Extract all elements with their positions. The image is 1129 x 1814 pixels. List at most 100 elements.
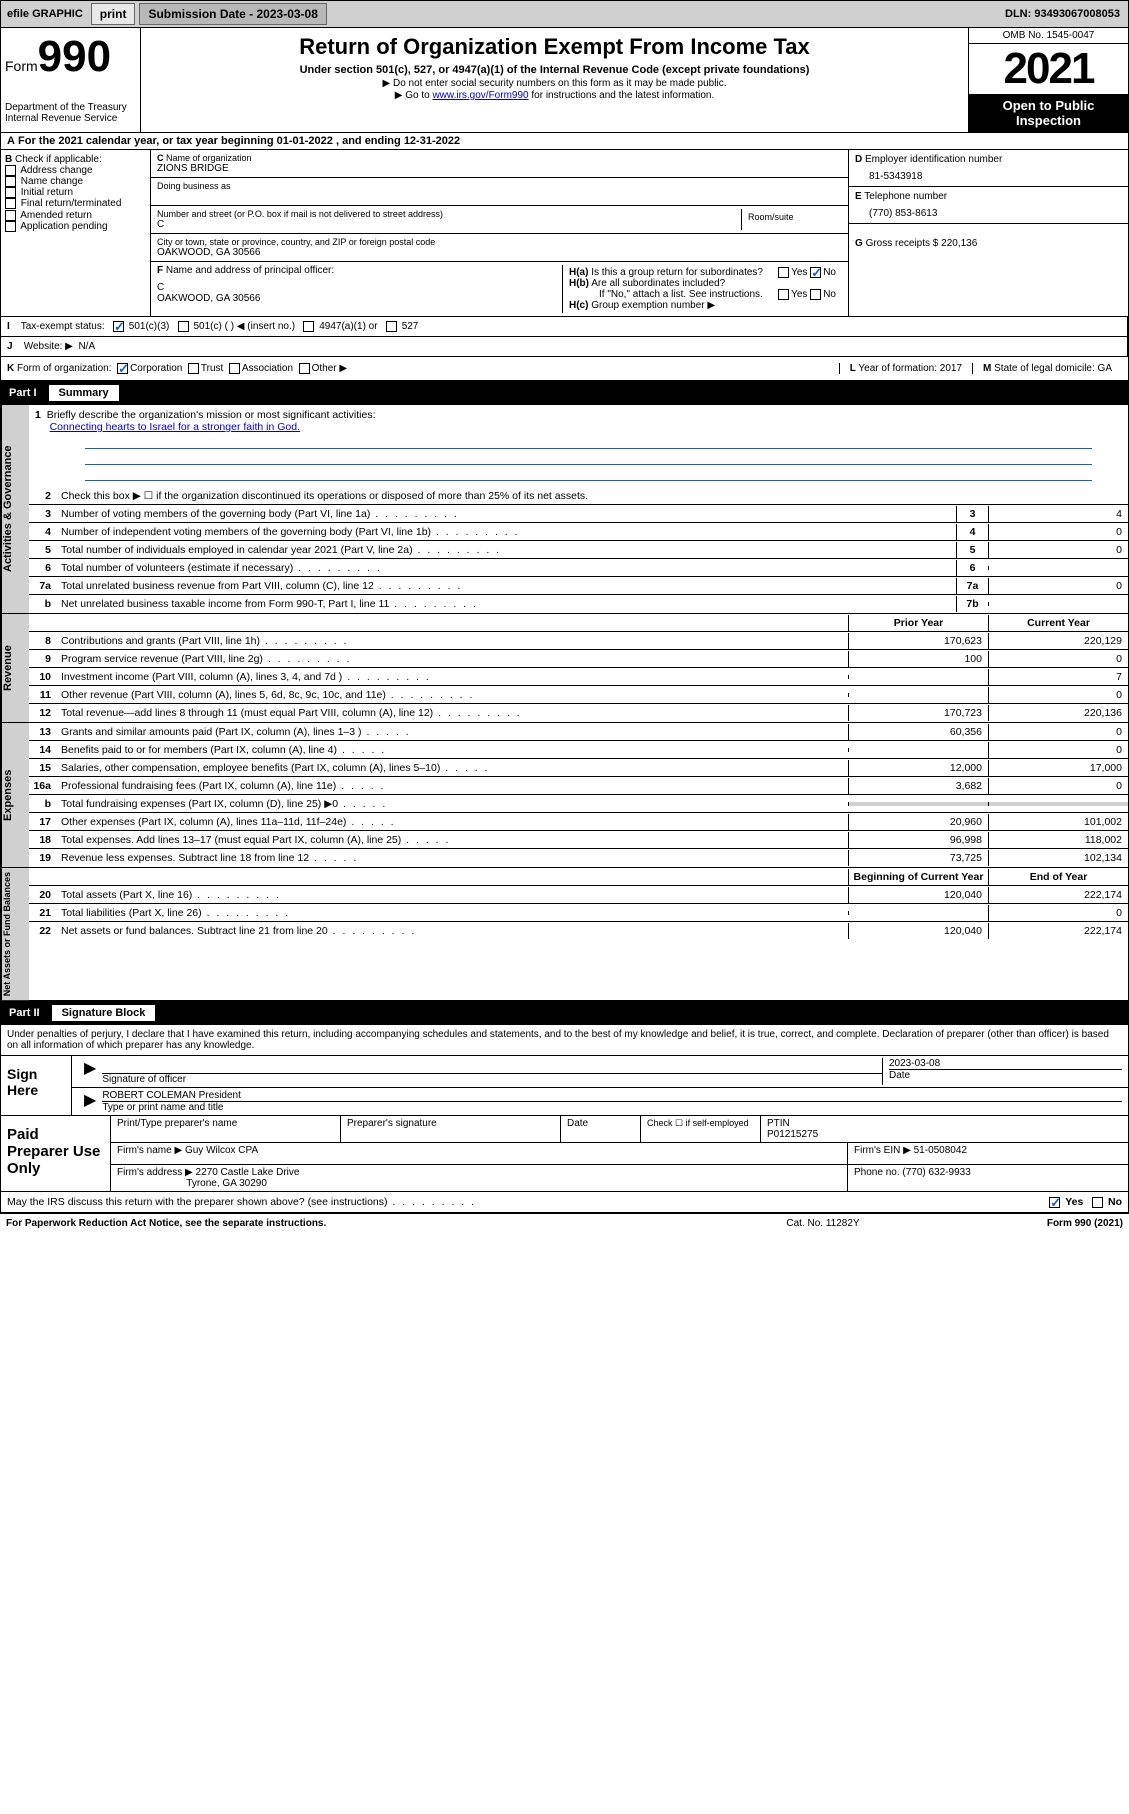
ein-label: Employer identification number — [865, 154, 1002, 165]
summary-line: 13Grants and similar amounts paid (Part … — [29, 723, 1128, 741]
check-other[interactable] — [299, 363, 310, 374]
summary-line: 22Net assets or fund balances. Subtract … — [29, 922, 1128, 940]
city-label: City or town, state or province, country… — [157, 237, 842, 247]
section-activities-governance: Activities & Governance 1 Briefly descri… — [0, 405, 1129, 614]
part1-num: Part I — [9, 387, 37, 399]
part2-num: Part II — [9, 1007, 40, 1019]
open-public-badge: Open to Public Inspection — [969, 94, 1128, 132]
revenue-col-headers: Prior Year Current Year — [29, 614, 1128, 632]
mission-text[interactable]: Connecting hearts to Israel for a strong… — [50, 421, 300, 433]
summary-line: 12Total revenue—add lines 8 through 11 (… — [29, 704, 1128, 722]
tax-status-label: Tax-exempt status: — [21, 321, 105, 332]
sig-date-value: 2023-03-08 — [889, 1058, 1122, 1069]
mission-underline — [85, 467, 1092, 481]
hc-label: Group exemption number ▶ — [591, 300, 715, 311]
check-assoc[interactable] — [229, 363, 240, 374]
year-formation-label: Year of formation: — [858, 363, 937, 374]
footer-paperwork: For Paperwork Reduction Act Notice, see … — [6, 1218, 723, 1229]
summary-line: bTotal fundraising expenses (Part IX, co… — [29, 795, 1128, 813]
col-c-orginfo: C Name of organization ZIONS BRIDGE Doin… — [151, 150, 848, 316]
dln-label: DLN: — [1005, 8, 1031, 20]
org-city: OAKWOOD, GA 30566 — [157, 247, 842, 258]
instructions-link[interactable]: www.irs.gov/Form990 — [432, 90, 528, 101]
summary-line: 18Total expenses. Add lines 13–17 (must … — [29, 831, 1128, 849]
check-app-pending[interactable] — [5, 221, 16, 232]
hb-label: Are all subordinates included? — [591, 278, 725, 289]
mission-label: Briefly describe the organization's miss… — [47, 409, 376, 421]
form-prefix: Form — [5, 58, 38, 74]
print-button[interactable]: print — [91, 3, 136, 25]
room-label: Room/suite — [748, 212, 836, 222]
part1-header: Part I Summary — [0, 381, 1129, 405]
hb-yes[interactable] — [778, 289, 789, 300]
row-k-formorg: K Form of organization: Corporation Trus… — [0, 357, 1129, 381]
may-irs-yes[interactable] — [1049, 1197, 1060, 1208]
ha-no[interactable] — [810, 267, 821, 278]
org-name: ZIONS BRIDGE — [157, 163, 842, 174]
omb-number: OMB No. 1545-0047 — [969, 28, 1128, 44]
entity-info-block: B Check if applicable: Address change Na… — [0, 150, 1129, 317]
officer-name-typed: ROBERT COLEMAN President — [102, 1090, 1122, 1102]
summary-line: 6Total number of volunteers (estimate if… — [29, 559, 1128, 577]
website-value: N/A — [78, 341, 95, 352]
summary-line: 19Revenue less expenses. Subtract line 1… — [29, 849, 1128, 867]
website-label: Website: ▶ — [24, 341, 73, 352]
section-a-taxyear: A For the 2021 calendar year, or tax yea… — [0, 133, 1129, 150]
current-year-header: Current Year — [988, 615, 1128, 631]
subdate-label: Submission Date - — [148, 7, 253, 21]
tax-year: 2021 — [969, 44, 1128, 94]
dln-value: 93493067008053 — [1034, 8, 1120, 20]
check-corp[interactable] — [117, 363, 128, 374]
prep-date-header: Date — [561, 1116, 641, 1142]
submission-date-box: Submission Date - 2023-03-08 — [139, 3, 326, 25]
gross-label: Gross receipts $ — [866, 238, 939, 249]
check-501c[interactable] — [178, 321, 189, 332]
firm-addr-label: Firm's address ▶ — [117, 1167, 193, 1178]
top-toolbar: efile GRAPHIC print Submission Date - 20… — [0, 0, 1129, 28]
tel-value: (770) 853-8613 — [855, 202, 1122, 219]
vtab-revenue: Revenue — [1, 614, 29, 722]
firm-addr1: 2270 Castle Lake Drive — [196, 1167, 300, 1178]
mission-block: 1 Briefly describe the organization's mi… — [29, 405, 1128, 487]
summary-line: 17Other expenses (Part IX, column (A), l… — [29, 813, 1128, 831]
mission-underline — [85, 435, 1092, 449]
check-trust[interactable] — [188, 363, 199, 374]
hb-no[interactable] — [810, 289, 821, 300]
irs-label: Internal Revenue Service — [5, 113, 136, 124]
check-4947[interactable] — [303, 321, 314, 332]
col-b-checkboxes: B Check if applicable: Address change Na… — [1, 150, 151, 316]
footer-formref: Form 990 (2021) — [923, 1218, 1123, 1229]
arrow-icon: ▶ — [78, 1058, 102, 1085]
check-amended[interactable] — [5, 210, 16, 221]
check-name-change[interactable] — [5, 176, 16, 187]
officer-sig-label: Signature of officer — [102, 1074, 882, 1085]
header-right: OMB No. 1545-0047 2021 Open to Public In… — [968, 28, 1128, 132]
ha-yes[interactable] — [778, 267, 789, 278]
footer-catno: Cat. No. 11282Y — [723, 1218, 923, 1229]
prep-selfemployed: Check ☐ if self-employed — [641, 1116, 761, 1142]
ein-value: 81-5343918 — [855, 165, 1122, 182]
check-final-return[interactable] — [5, 198, 16, 209]
summary-line: 2Check this box ▶ ☐ if the organization … — [29, 487, 1128, 505]
check-527[interactable] — [386, 321, 397, 332]
officer-signature-line[interactable] — [102, 1058, 882, 1074]
check-initial-return[interactable] — [5, 187, 16, 198]
summary-line: 20Total assets (Part X, line 16)120,0402… — [29, 886, 1128, 904]
summary-line: 10Investment income (Part VIII, column (… — [29, 668, 1128, 686]
prep-name-header: Print/Type preparer's name — [111, 1116, 341, 1142]
paid-preparer-block: Paid Preparer Use Only Print/Type prepar… — [0, 1116, 1129, 1192]
firm-name-label: Firm's name ▶ — [117, 1145, 182, 1156]
summary-line: 9Program service revenue (Part VIII, lin… — [29, 650, 1128, 668]
check-address-change[interactable] — [5, 165, 16, 176]
may-irs-no[interactable] — [1092, 1197, 1103, 1208]
header-center: Return of Organization Exempt From Incom… — [141, 28, 968, 132]
summary-line: 11Other revenue (Part VIII, column (A), … — [29, 686, 1128, 704]
officer-label: Name and address of principal officer: — [166, 265, 334, 276]
tax-year-end: 12-31-2022 — [404, 135, 460, 147]
form-subtitle-3: ▶ Go to www.irs.gov/Form990 for instruct… — [147, 90, 962, 101]
summary-line: 5Total number of individuals employed in… — [29, 541, 1128, 559]
tax-year-begin: 01-01-2022 — [277, 135, 333, 147]
gross-value: 220,136 — [941, 238, 977, 249]
check-501c3[interactable] — [113, 321, 124, 332]
state-domicile-label: State of legal domicile: — [994, 363, 1095, 374]
